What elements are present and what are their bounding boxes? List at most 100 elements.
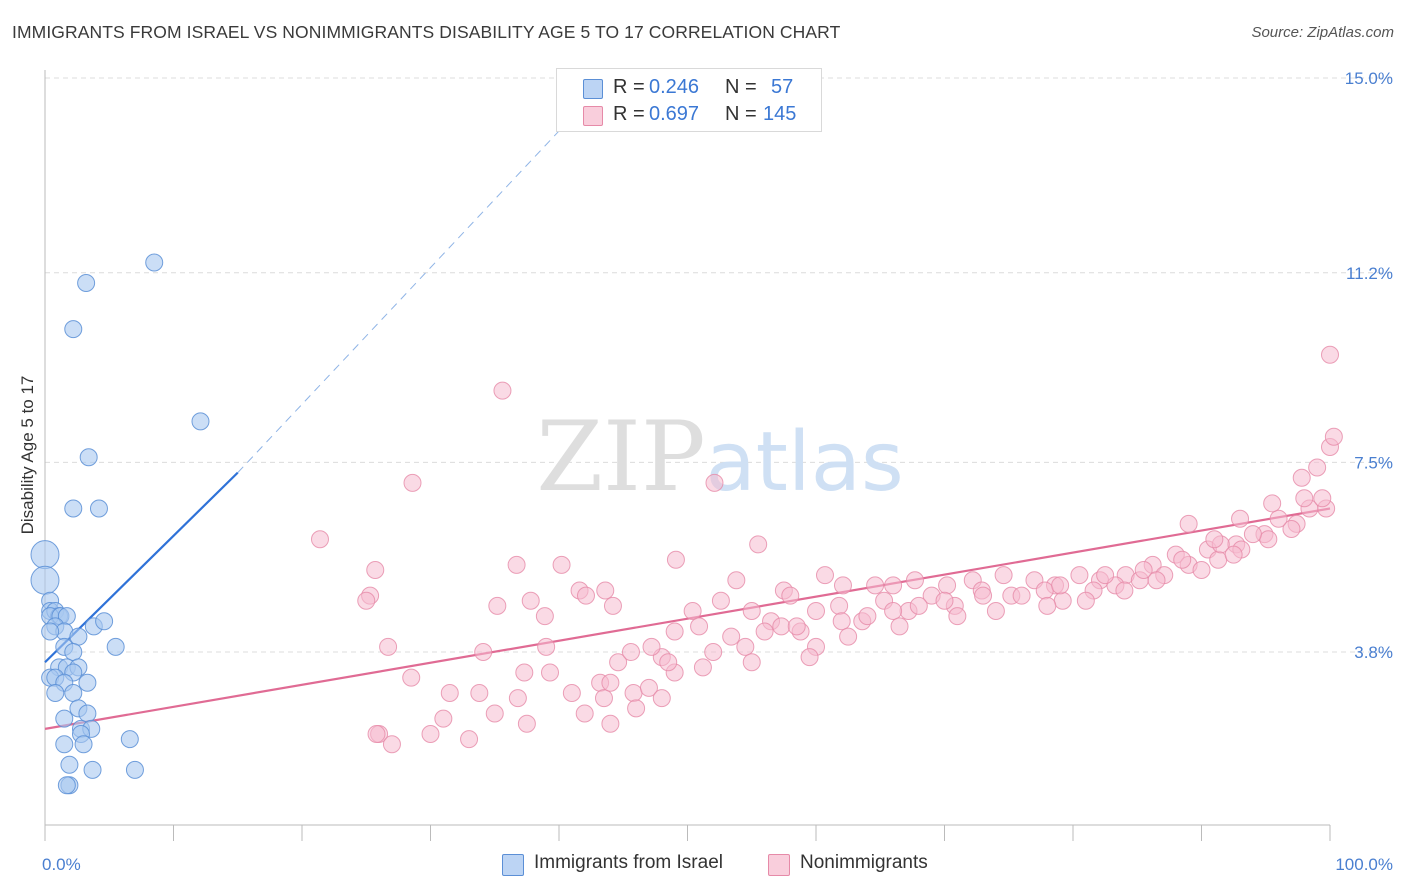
israel-point (83, 760, 102, 779)
nonimmigrant-point (749, 535, 768, 554)
israel-point (106, 637, 125, 656)
source-label[interactable]: Source: ZipAtlas.com (1251, 24, 1394, 41)
nonimmigrant-point (1147, 571, 1166, 590)
y-tick-label: 3.8% (1354, 643, 1393, 662)
nonimmigrant-point (905, 571, 924, 590)
israel-point (64, 320, 83, 339)
israel-point (64, 643, 83, 661)
israel-point (120, 730, 139, 749)
nonimmigrant-point (815, 566, 834, 585)
nonimmigrant-point (1038, 596, 1057, 615)
nonimmigrant-point (839, 627, 858, 646)
nonimmigrant-point (1313, 489, 1332, 508)
y-tick-label: 7.5% (1354, 453, 1393, 472)
nonimmigrant-point (367, 725, 386, 743)
nonimmigrant-point (800, 648, 819, 667)
nonimmigrant-point (594, 689, 613, 708)
nonimmigrant-point (1231, 509, 1250, 528)
legend-row-israel: R = 0.246 N = 57 (557, 75, 821, 101)
israel-trend-extension (237, 103, 586, 473)
nonimmigrant-point (521, 591, 540, 610)
nonimmigrant-point (935, 591, 954, 610)
nonimmigrant-point (1035, 581, 1054, 600)
israel-point (79, 448, 98, 467)
israel-point (30, 540, 60, 570)
nonimmigrant-point (1324, 427, 1343, 446)
correlation-legend: R = 0.246 N = 57 R = 0.697 N = 145 (556, 68, 822, 132)
nonimmigrant-point (575, 704, 594, 723)
israel-point (191, 412, 210, 431)
nonimmigrant-point (541, 663, 560, 682)
nonimmigrant-point (693, 658, 712, 677)
nonimmigrant-point (974, 586, 993, 605)
nonimmigrant-point (1173, 550, 1192, 569)
nonimmigrant-point (421, 725, 440, 743)
nonimmigrants-trend-line (44, 507, 1331, 730)
legend-row-nonimmigrants: R = 0.697 N = 145 (557, 102, 821, 128)
nonimmigrant-point (493, 381, 512, 400)
nonimmigrant-point (1282, 520, 1301, 538)
nonimmigrant-point (366, 561, 385, 579)
nonimmigrant-point (1179, 514, 1198, 533)
nonimmigrant-point (603, 596, 622, 615)
watermark: ZIPatlas (536, 401, 903, 513)
nonimmigrant-point (470, 684, 489, 702)
nonimmigrant-point (1115, 581, 1134, 600)
nonimmigrant-point (535, 607, 554, 626)
nonimmigrant-point (986, 602, 1005, 620)
nonimmigrant-point (830, 596, 849, 615)
nonimmigrant-point (507, 555, 526, 574)
nonimmigrant-point (1292, 468, 1311, 487)
nonimmigrant-point (772, 617, 791, 636)
nonimmigrant-point (601, 714, 620, 733)
israel-point (77, 274, 96, 292)
nonimmigrant-point (1243, 525, 1262, 544)
nonimmigrant-point (727, 571, 746, 590)
x-tick-label: 100.0% (1335, 855, 1393, 874)
nonimmigrant-point (596, 581, 615, 600)
legend-label: Immigrants from Israel (534, 852, 723, 873)
legend-swatch-pink (768, 854, 790, 876)
x-tick-labels: 0.0% 100.0% (42, 855, 1393, 874)
data-points (30, 253, 1343, 795)
nonimmigrant-point (1051, 576, 1070, 595)
nonimmigrant-point (832, 612, 851, 631)
nonimmigrant-point (382, 735, 401, 754)
nonimmigrant-point (833, 576, 852, 595)
israel-point (64, 499, 83, 518)
nonimmigrant-point (1096, 566, 1115, 585)
legend-r-value: 0.246 (649, 76, 700, 98)
israel-point (46, 684, 65, 702)
nonimmigrant-point (807, 602, 825, 620)
israel-point (125, 760, 144, 779)
nonimmigrant-point (537, 637, 556, 656)
nonimmigrant-point (515, 663, 534, 682)
legend-label: Nonimmigrants (800, 852, 928, 873)
israel-point (60, 755, 79, 774)
nonimmigrant-point (440, 684, 459, 702)
nonimmigrant-point (948, 607, 967, 626)
nonimmigrant-point (552, 555, 571, 574)
nonimmigrant-point (659, 653, 678, 672)
nonimmigrant-point (624, 684, 643, 702)
nonimmigrant-point (666, 550, 685, 569)
legend-swatch-blue (502, 854, 524, 876)
nonimmigrant-point (1070, 566, 1089, 585)
nonimmigrant-point (683, 602, 702, 620)
axes (44, 70, 1331, 841)
israel-point (74, 735, 93, 754)
nonimmigrant-point (642, 637, 661, 656)
israel-point (89, 499, 108, 518)
nonimmigrant-point (994, 566, 1013, 585)
nonimmigrant-point (474, 643, 493, 661)
nonimmigrant-point (621, 643, 640, 661)
nonimmigrant-point (1295, 489, 1314, 508)
y-tick-labels: 3.8% 7.5% 11.2% 15.0% (1345, 69, 1393, 662)
nonimmigrant-point (1053, 591, 1072, 610)
nonimmigrant-point (1269, 509, 1288, 528)
y-axis-label: Disability Age 5 to 17 (18, 376, 37, 535)
nonimmigrant-point (722, 627, 741, 646)
nonimmigrant-point (890, 617, 909, 636)
nonimmigrant-point (705, 473, 724, 492)
